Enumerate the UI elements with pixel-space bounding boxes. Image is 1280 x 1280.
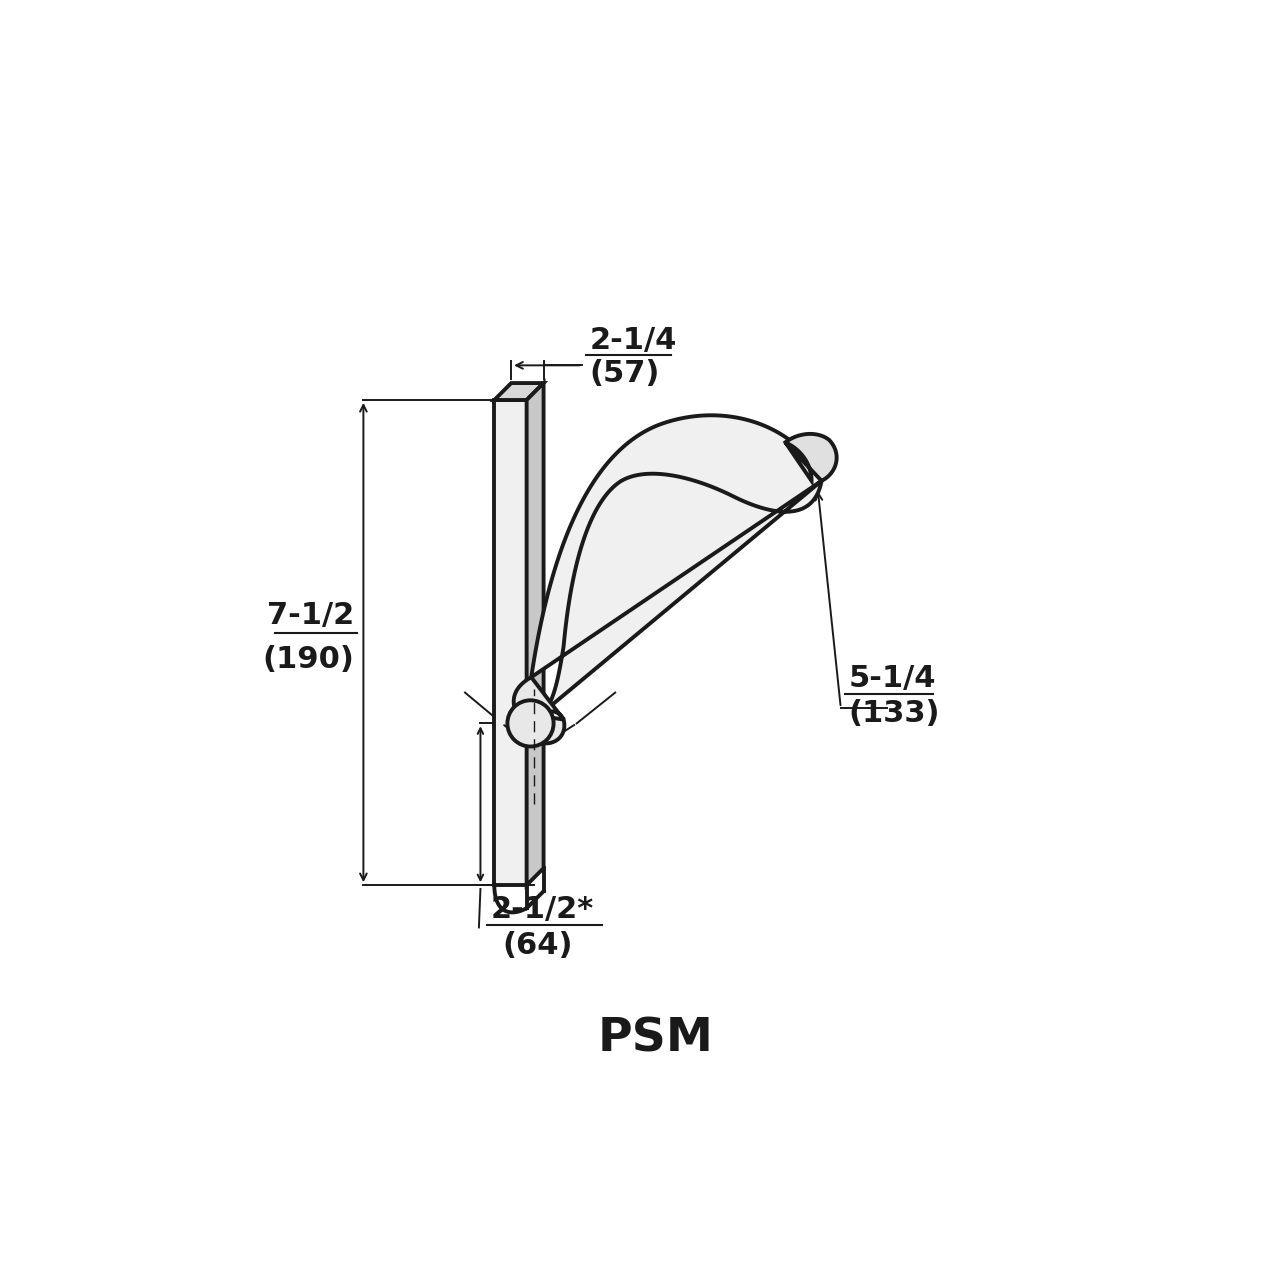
Text: 2-1/2*: 2-1/2* xyxy=(490,895,594,924)
Polygon shape xyxy=(531,415,822,716)
Text: 5-1/4: 5-1/4 xyxy=(849,664,936,694)
Polygon shape xyxy=(526,383,544,884)
Text: PSM: PSM xyxy=(598,1016,714,1061)
Polygon shape xyxy=(513,677,564,744)
Text: (64): (64) xyxy=(502,931,572,960)
Text: (190): (190) xyxy=(262,645,355,675)
Circle shape xyxy=(507,700,553,746)
Polygon shape xyxy=(494,399,526,884)
Text: (133): (133) xyxy=(849,699,940,728)
Text: (57): (57) xyxy=(590,358,660,388)
Polygon shape xyxy=(494,383,544,399)
Text: 7-1/2: 7-1/2 xyxy=(268,602,355,630)
Text: 2-1/4: 2-1/4 xyxy=(590,326,677,356)
Polygon shape xyxy=(786,434,837,481)
